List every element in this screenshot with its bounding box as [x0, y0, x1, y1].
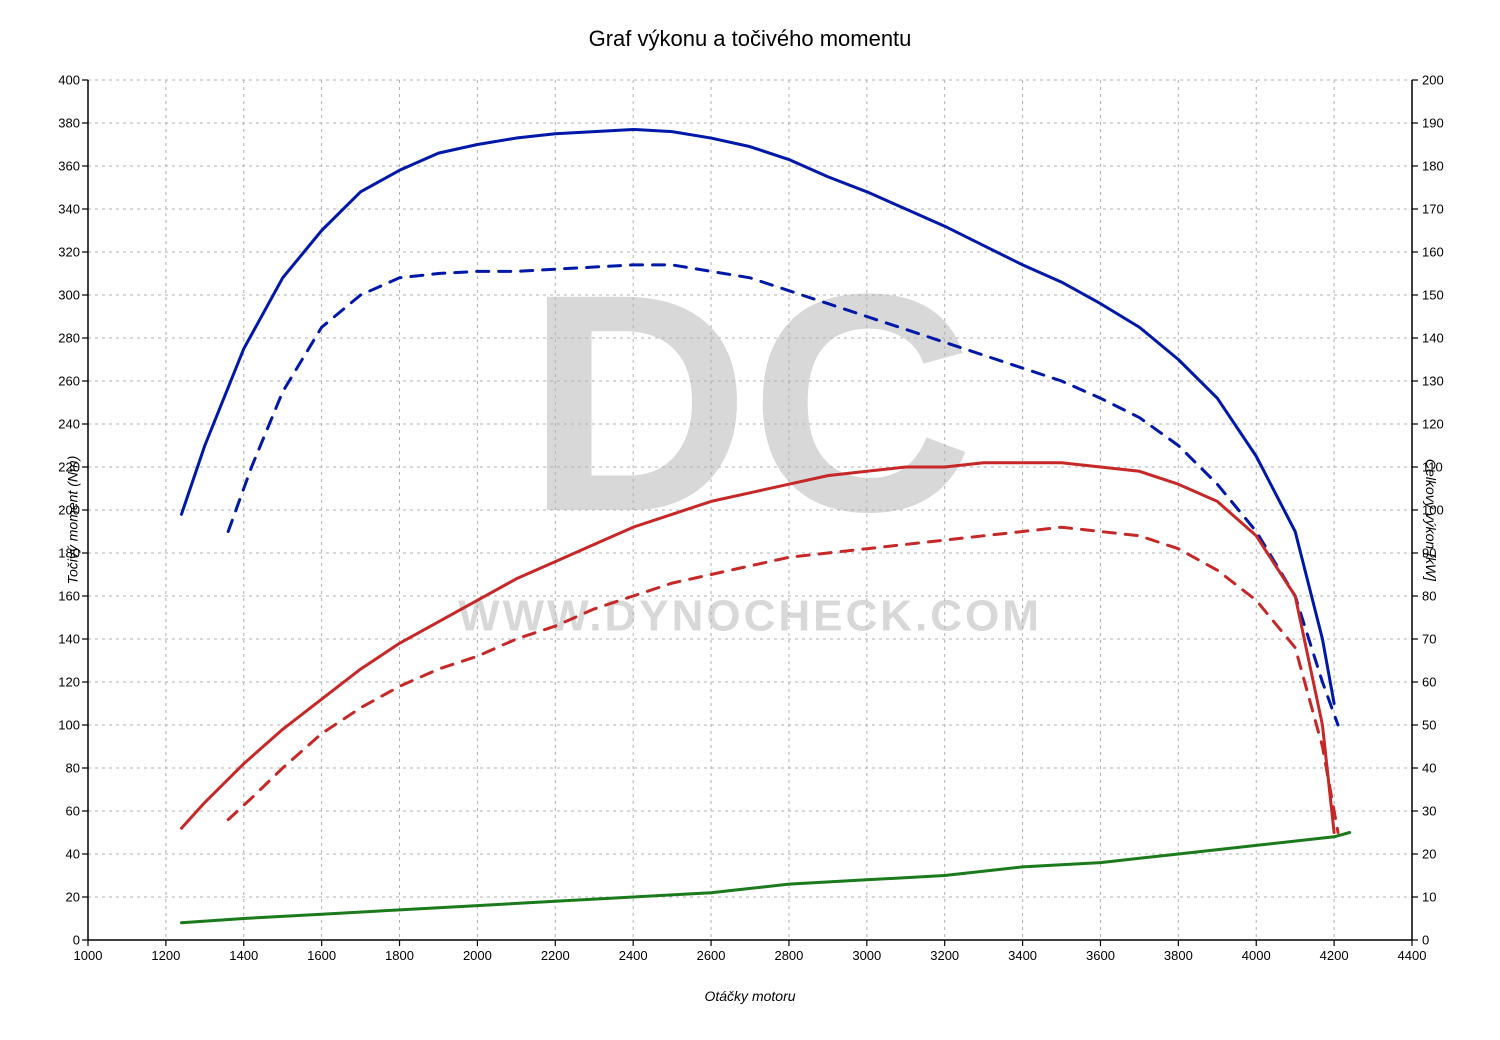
x-tick-label: 3200 — [930, 948, 959, 963]
y-right-tick-label: 160 — [1422, 245, 1444, 260]
y-left-tick-label: 100 — [58, 718, 80, 733]
y-right-tick-label: 170 — [1422, 202, 1444, 217]
y-left-tick-label: 160 — [58, 589, 80, 604]
x-axis-label: Otáčky motoru — [0, 988, 1500, 1004]
plot-area: DCWWW.DYNOCHECK.COM100012001400160018002… — [88, 80, 1412, 940]
y-left-tick-label: 140 — [58, 632, 80, 647]
x-tick-label: 2800 — [774, 948, 803, 963]
x-tick-label: 2600 — [697, 948, 726, 963]
y-right-tick-label: 50 — [1422, 718, 1436, 733]
x-tick-label: 2200 — [541, 948, 570, 963]
y-right-tick-label: 150 — [1422, 288, 1444, 303]
y-right-tick-label: 10 — [1422, 890, 1436, 905]
y-right-axis-label: Celkový výkon [kW] — [1423, 459, 1439, 581]
x-tick-label: 4400 — [1398, 948, 1427, 963]
x-tick-label: 3800 — [1164, 948, 1193, 963]
series-loss_power — [181, 833, 1349, 923]
y-right-tick-label: 70 — [1422, 632, 1436, 647]
y-left-tick-label: 320 — [58, 245, 80, 260]
y-right-tick-label: 120 — [1422, 417, 1444, 432]
y-right-tick-label: 140 — [1422, 331, 1444, 346]
y-right-tick-label: 180 — [1422, 159, 1444, 174]
chart-title: Graf výkonu a točivého momentu — [0, 26, 1500, 52]
x-tick-label: 2400 — [619, 948, 648, 963]
y-right-tick-label: 110 — [1422, 460, 1443, 475]
y-left-tick-label: 360 — [58, 159, 80, 174]
y-left-tick-label: 280 — [58, 331, 80, 346]
y-left-tick-label: 60 — [66, 804, 80, 819]
y-left-tick-label: 0 — [73, 933, 80, 948]
y-left-tick-label: 200 — [58, 503, 80, 518]
y-left-tick-label: 400 — [58, 73, 80, 88]
y-left-tick-label: 340 — [58, 202, 80, 217]
y-right-tick-label: 90 — [1422, 546, 1436, 561]
y-left-tick-label: 180 — [58, 546, 80, 561]
y-left-tick-label: 300 — [58, 288, 80, 303]
y-left-tick-label: 260 — [58, 374, 80, 389]
y-right-tick-label: 130 — [1422, 374, 1444, 389]
svg-text:WWW.DYNOCHECK.COM: WWW.DYNOCHECK.COM — [458, 591, 1042, 640]
x-tick-label: 1000 — [74, 948, 103, 963]
x-tick-label: 2000 — [463, 948, 492, 963]
y-right-tick-label: 100 — [1422, 503, 1444, 518]
y-right-tick-label: 60 — [1422, 675, 1436, 690]
x-tick-label: 1200 — [151, 948, 180, 963]
plot-svg: DC WWW.DYNOCHECK.COM — [88, 80, 1412, 940]
x-tick-label: 1800 — [385, 948, 414, 963]
chart-frame: Graf výkonu a točivého momentu Točivý mo… — [0, 0, 1500, 1040]
svg-text:DC: DC — [526, 229, 974, 576]
y-right-tick-label: 0 — [1422, 933, 1429, 948]
x-tick-label: 3000 — [852, 948, 881, 963]
watermark: DC WWW.DYNOCHECK.COM — [458, 229, 1042, 640]
x-tick-label: 1400 — [229, 948, 258, 963]
y-right-tick-label: 190 — [1422, 116, 1444, 131]
y-left-tick-label: 20 — [66, 890, 80, 905]
x-tick-label: 4000 — [1242, 948, 1271, 963]
y-right-tick-label: 20 — [1422, 847, 1436, 862]
y-left-tick-label: 380 — [58, 116, 80, 131]
y-right-tick-label: 40 — [1422, 761, 1436, 776]
y-left-tick-label: 220 — [58, 460, 80, 475]
x-tick-label: 3600 — [1086, 948, 1115, 963]
y-left-tick-label: 40 — [66, 847, 80, 862]
x-tick-label: 4200 — [1320, 948, 1349, 963]
y-left-tick-label: 240 — [58, 417, 80, 432]
y-right-tick-label: 30 — [1422, 804, 1436, 819]
y-left-tick-label: 80 — [66, 761, 80, 776]
y-right-tick-label: 80 — [1422, 589, 1436, 604]
y-left-tick-label: 120 — [58, 675, 80, 690]
x-tick-label: 1600 — [307, 948, 336, 963]
x-tick-label: 3400 — [1008, 948, 1037, 963]
y-left-axis-label: Točivý moment (Nm) — [64, 456, 80, 585]
y-right-tick-label: 200 — [1422, 73, 1444, 88]
